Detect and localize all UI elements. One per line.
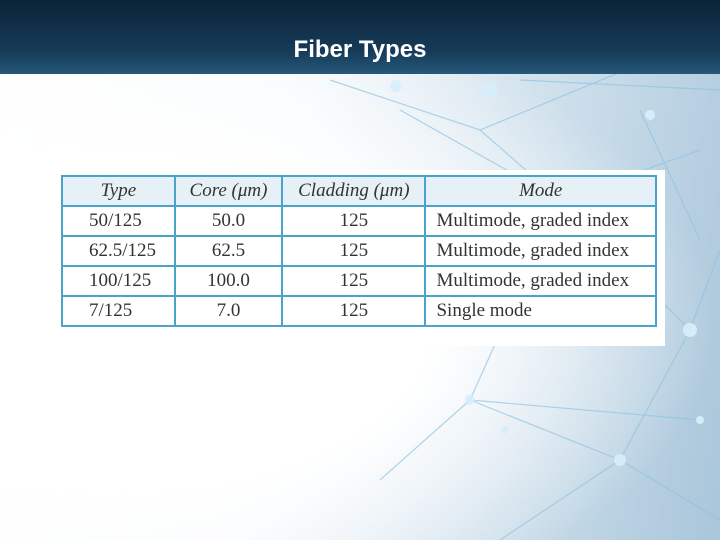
- table-row: 100/125 100.0 125 Multimode, graded index: [61, 265, 657, 297]
- table-row: 62.5/125 62.5 125 Multimode, graded index: [61, 235, 657, 267]
- table-cell: 62.5: [173, 235, 284, 267]
- table-cell: 7/125: [61, 295, 176, 327]
- column-header: Core (μm): [173, 175, 284, 207]
- table-cell: 100/125: [61, 265, 176, 297]
- table-cell: Single mode: [424, 295, 657, 327]
- column-header: Mode: [424, 175, 657, 207]
- fiber-table: Type Core (μm) Cladding (μm) Mode 50/125 50.0…: [61, 175, 657, 327]
- table-cell: 50/125: [61, 205, 176, 237]
- table-cell: 7.0: [173, 295, 284, 327]
- table-cell: 62.5/125: [61, 235, 176, 267]
- column-header: Cladding (μm): [281, 175, 427, 207]
- table-cell: Multimode, graded index: [424, 235, 657, 267]
- column-header: Type: [61, 175, 176, 207]
- table-cell: Multimode, graded index: [424, 265, 657, 297]
- table-cell: 125: [281, 295, 427, 327]
- table-cell: 100.0: [173, 265, 284, 297]
- table-cell: 50.0: [173, 205, 284, 237]
- table-panel: Type Core (μm) Cladding (μm) Mode 50/125 50.0…: [52, 170, 665, 346]
- table-cell: 125: [281, 205, 427, 237]
- table-row: 7/125 7.0 125 Single mode: [61, 295, 657, 327]
- slide-title: Fiber Types: [293, 36, 427, 63]
- table-cell: Multimode, graded index: [424, 205, 657, 237]
- header-row: Type Core (μm) Cladding (μm) Mode: [61, 175, 657, 207]
- table-cell: 125: [281, 235, 427, 267]
- table-cell: 125: [281, 265, 427, 297]
- title-band: [0, 0, 720, 74]
- table-row: 50/125 50.0 125 Multimode, graded index: [61, 205, 657, 237]
